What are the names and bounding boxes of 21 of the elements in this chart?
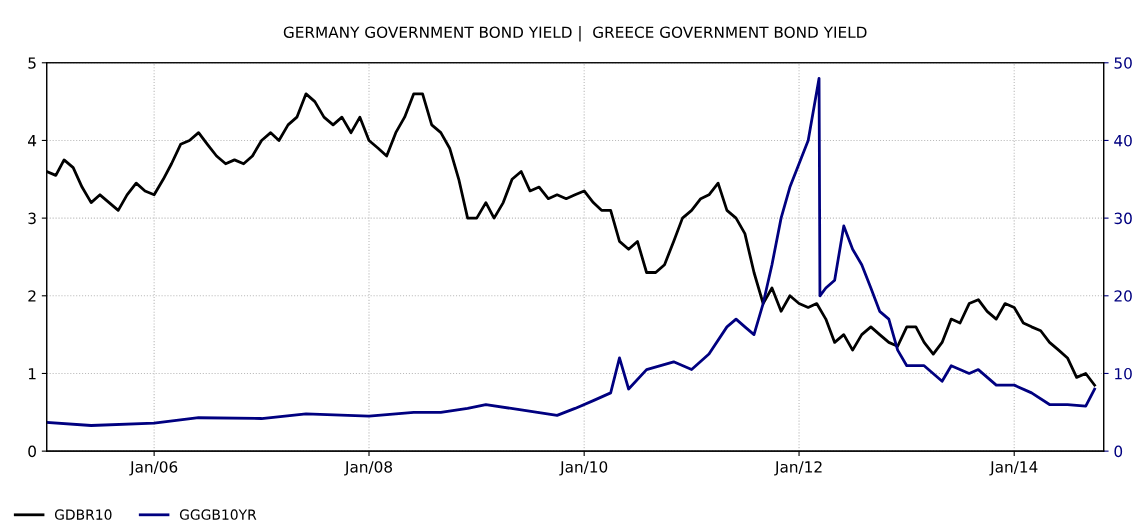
y2-tick-label: 40 bbox=[1114, 134, 1132, 147]
y2-tick-label: 10 bbox=[1115, 367, 1132, 380]
y2-tick-label: 0 bbox=[1114, 445, 1123, 458]
x-tick-label: Jan/08 bbox=[344, 461, 393, 476]
legend-label: GDBR10 bbox=[54, 509, 112, 520]
line-series bbox=[46, 76, 1096, 427]
x-tick-label: Jan/12 bbox=[774, 461, 822, 476]
y2-tick-label: 30 bbox=[1114, 212, 1132, 225]
y-tick-label: 3 bbox=[28, 212, 36, 225]
y-tick-label: 0 bbox=[28, 445, 36, 458]
y-tick-label: 2 bbox=[28, 290, 36, 302]
x-tick-label: Jan/10 bbox=[559, 461, 608, 476]
y2-tick-label: 50 bbox=[1114, 57, 1132, 69]
y-tick-label: 5 bbox=[28, 57, 36, 69]
y-tick-label: 1 bbox=[28, 368, 36, 380]
legend-label: GGGB10YR bbox=[179, 509, 257, 520]
y-tick-label: 4 bbox=[28, 135, 37, 147]
x-tick-label: Jan/06 bbox=[129, 461, 178, 476]
chart-title: GERMANY GOVERNMENT BOND YIELD | GREECE GOVERNMENT BOND YIELD bbox=[283, 26, 867, 42]
y2-tick-label: 20 bbox=[1114, 290, 1132, 302]
x-tick-label: Jan/14 bbox=[989, 461, 1038, 476]
